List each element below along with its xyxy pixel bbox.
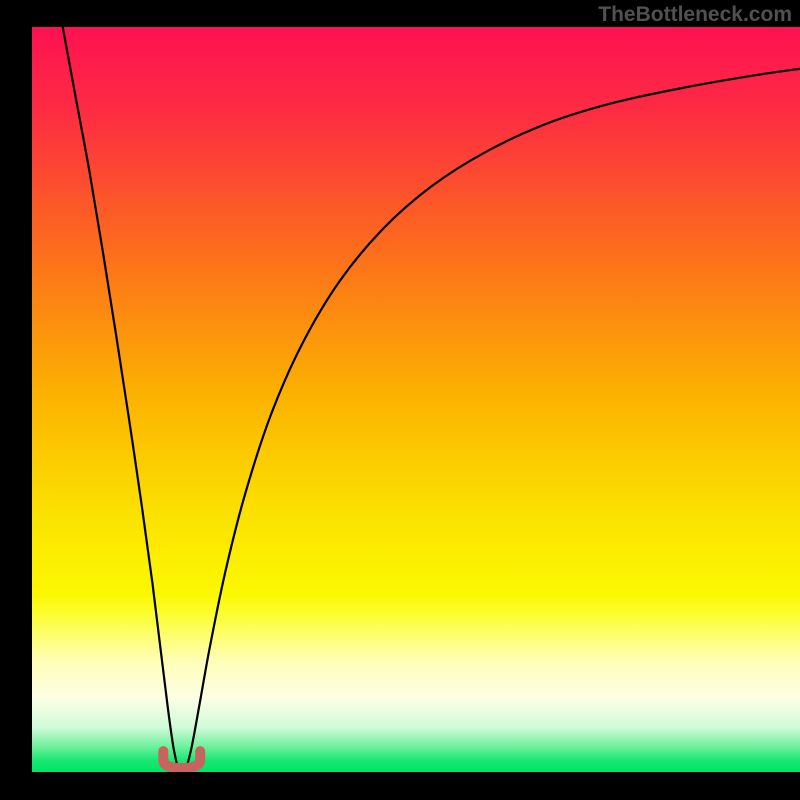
curve-notch [163, 751, 200, 768]
chart-frame: TheBottleneck.com [0, 0, 800, 800]
curve-right-branch [186, 69, 800, 769]
curve-layer [32, 27, 800, 772]
curve-left-branch [63, 27, 178, 768]
watermark-label: TheBottleneck.com [598, 3, 792, 27]
plot-area [32, 27, 800, 772]
